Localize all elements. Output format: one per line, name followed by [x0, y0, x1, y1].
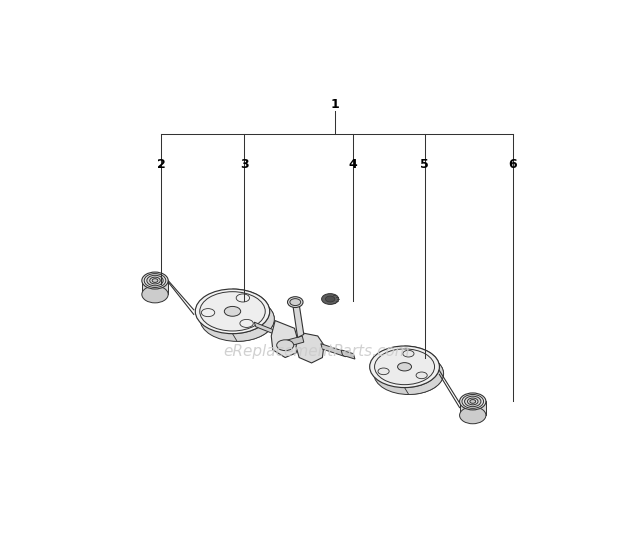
- Ellipse shape: [277, 340, 294, 351]
- Polygon shape: [459, 402, 486, 416]
- Ellipse shape: [462, 394, 484, 408]
- Ellipse shape: [288, 297, 303, 307]
- Ellipse shape: [142, 286, 168, 303]
- Polygon shape: [296, 332, 324, 363]
- Text: 2: 2: [157, 158, 166, 171]
- Polygon shape: [285, 336, 304, 347]
- Ellipse shape: [403, 350, 414, 357]
- Ellipse shape: [416, 372, 427, 379]
- Text: 1: 1: [330, 99, 339, 111]
- Ellipse shape: [236, 294, 250, 302]
- Polygon shape: [232, 289, 274, 341]
- Ellipse shape: [322, 294, 339, 304]
- Text: eReplacementParts.com: eReplacementParts.com: [223, 344, 410, 359]
- Text: 5: 5: [420, 158, 429, 171]
- Ellipse shape: [470, 399, 476, 403]
- Ellipse shape: [464, 396, 481, 407]
- Ellipse shape: [326, 296, 335, 302]
- Polygon shape: [142, 280, 168, 294]
- Ellipse shape: [147, 275, 163, 286]
- Polygon shape: [341, 350, 355, 359]
- Ellipse shape: [378, 368, 389, 375]
- Ellipse shape: [200, 292, 265, 331]
- Ellipse shape: [150, 277, 160, 284]
- Ellipse shape: [374, 353, 444, 394]
- Polygon shape: [272, 321, 298, 357]
- Ellipse shape: [144, 274, 166, 288]
- Ellipse shape: [142, 272, 168, 289]
- Ellipse shape: [467, 398, 478, 405]
- Ellipse shape: [240, 320, 254, 327]
- Polygon shape: [404, 346, 443, 394]
- Ellipse shape: [152, 279, 158, 283]
- Ellipse shape: [459, 393, 486, 410]
- Polygon shape: [254, 322, 279, 336]
- Ellipse shape: [459, 407, 486, 424]
- Ellipse shape: [202, 309, 215, 317]
- Ellipse shape: [290, 299, 301, 306]
- Polygon shape: [292, 299, 304, 337]
- Ellipse shape: [224, 306, 241, 316]
- Text: 4: 4: [348, 158, 357, 171]
- Polygon shape: [321, 343, 346, 357]
- Text: 6: 6: [509, 158, 517, 171]
- Ellipse shape: [200, 297, 275, 341]
- Ellipse shape: [370, 346, 440, 388]
- Text: 3: 3: [240, 158, 249, 171]
- Ellipse shape: [397, 363, 412, 371]
- Ellipse shape: [374, 349, 435, 384]
- Ellipse shape: [195, 289, 270, 334]
